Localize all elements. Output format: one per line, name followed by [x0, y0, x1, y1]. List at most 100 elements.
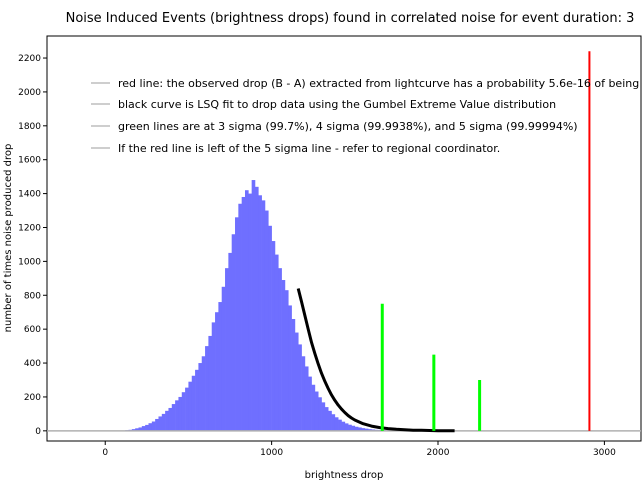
histogram-bar-54: [284, 290, 289, 431]
y-tick-label-6: 1200: [18, 223, 41, 233]
y-tick-label-0: 0: [35, 427, 41, 437]
y-tick-label-3: 600: [24, 325, 41, 335]
y-axis-label: number of times noise produced drop: [3, 144, 14, 333]
histogram-bar-64: [318, 397, 322, 431]
plot-area: [46, 35, 642, 442]
histogram-bar-9: [135, 428, 139, 431]
fit-curve-group: [296, 288, 455, 433]
histogram-bar-58: [298, 344, 302, 431]
histogram-bar-19: [168, 407, 173, 431]
histogram-bar-77: [361, 428, 366, 431]
fit-curve: [296, 288, 455, 433]
histogram-bar-68: [331, 414, 336, 431]
histogram-bar-34: [218, 302, 223, 431]
y-tick-label-10: 2000: [18, 88, 41, 98]
y-tick-label-2: 400: [24, 359, 41, 369]
histogram-bar-29: [201, 356, 206, 431]
histogram-bar-78: [364, 428, 369, 431]
histogram-bar-22: [178, 396, 183, 431]
y-tick-label-5: 1000: [18, 257, 41, 267]
x-axis: 0 1000 2000 3000: [102, 441, 616, 458]
histogram-bar-69: [334, 417, 339, 431]
x-tick-label-1: 1000: [260, 448, 283, 458]
histogram-bar-56: [291, 318, 296, 431]
y-tick-label-4: 800: [24, 291, 41, 301]
histogram-bar-51: [274, 254, 279, 431]
y-tick-label-8: 1600: [18, 156, 41, 166]
histogram-bar-23: [181, 392, 186, 431]
histogram-bar-21: [175, 400, 179, 431]
histogram-bar-49: [268, 225, 272, 431]
histogram-bar-65: [321, 402, 326, 431]
histogram-bar-50: [271, 241, 276, 431]
x-tick-label-0: 0: [102, 448, 108, 458]
histogram-bar-42: [245, 190, 249, 431]
histogram-bar-76: [358, 427, 362, 431]
histogram-bar-37: [228, 252, 232, 431]
histogram-bar-24: [185, 387, 189, 431]
histogram-bar-46: [258, 195, 262, 431]
histogram-bar-55: [288, 305, 292, 431]
histogram-bar-26: [191, 375, 196, 431]
histogram-bar-10: [138, 427, 143, 431]
histogram-bar-53: [281, 280, 286, 431]
histogram-bar-63: [314, 391, 319, 431]
histogram-bar-25: [188, 381, 193, 431]
histogram-bar-70: [338, 419, 342, 431]
x-axis-label: brightness drop: [305, 470, 384, 481]
histogram-bar-40: [238, 203, 242, 431]
histogram-bar-20: [171, 404, 176, 431]
histogram-bar-17: [161, 413, 166, 431]
histogram-bar-39: [235, 217, 239, 431]
histogram-bar-52: [278, 268, 282, 431]
histogram-bar-41: [241, 196, 246, 431]
histogram-bar-61: [308, 376, 312, 431]
histogram-bar-30: [205, 346, 209, 431]
histogram-bar-43: [248, 193, 252, 431]
histogram-bar-57: [294, 332, 299, 431]
histogram-bar-44: [251, 180, 256, 431]
histogram-bar-59: [301, 356, 306, 431]
histogram-bar-79: [368, 429, 372, 431]
histogram-bar-12: [145, 424, 149, 431]
histogram-bar-71: [341, 421, 346, 431]
histogram-bar-47: [261, 200, 266, 431]
histogram-bar-36: [225, 268, 229, 431]
legend: red line: the observed drop (B - A) extr…: [91, 77, 639, 155]
histogram-bar-13: [148, 423, 153, 431]
histogram-bar-28: [198, 363, 203, 431]
histogram-bar-31: [208, 335, 213, 431]
histogram-bar-35: [221, 286, 226, 431]
histogram-bar-15: [155, 418, 159, 431]
y-tick-label-1: 200: [24, 393, 41, 403]
histogram-bar-62: [311, 384, 316, 431]
histogram-bar-74: [351, 425, 356, 431]
y-tick-label-11: 2200: [18, 54, 41, 64]
histogram-bar-60: [304, 366, 309, 431]
histogram-bar-8: [131, 429, 136, 431]
legend-entry-0: red line: the observed drop (B - A) extr…: [118, 77, 639, 90]
histogram-bar-32: [211, 322, 216, 431]
histogram-bar-67: [328, 410, 332, 431]
histogram-bar-16: [158, 416, 163, 431]
histogram-bar-73: [348, 424, 352, 431]
chart-title: Noise Induced Events (brightness drops) …: [66, 11, 635, 26]
histogram-bar-75: [354, 426, 359, 431]
y-axis: 0 200 400 600 800 1000 1200 1400 1600 1800 2000 220…: [18, 54, 47, 437]
legend-entry-2: green lines are at 3 sigma (99.7%), 4 si…: [118, 120, 578, 133]
histogram-bar-14: [151, 421, 156, 431]
reference-lines: [380, 51, 591, 431]
histogram-bar-18: [165, 410, 169, 431]
histogram-bar-48: [264, 210, 269, 431]
legend-entry-1: black curve is LSQ fit to drop data usin…: [118, 98, 556, 111]
y-tick-label-9: 1800: [18, 122, 41, 132]
histogram-bar-38: [231, 234, 236, 431]
histogram-bar-66: [324, 407, 329, 431]
histogram-bar-72: [344, 423, 349, 431]
x-tick-label-2: 2000: [427, 448, 450, 458]
histogram-bar-11: [141, 426, 146, 431]
y-tick-label-7: 1400: [18, 190, 41, 200]
legend-entry-3: If the red line is left of the 5 sigma l…: [118, 142, 500, 155]
histogram-bar-27: [195, 369, 199, 431]
